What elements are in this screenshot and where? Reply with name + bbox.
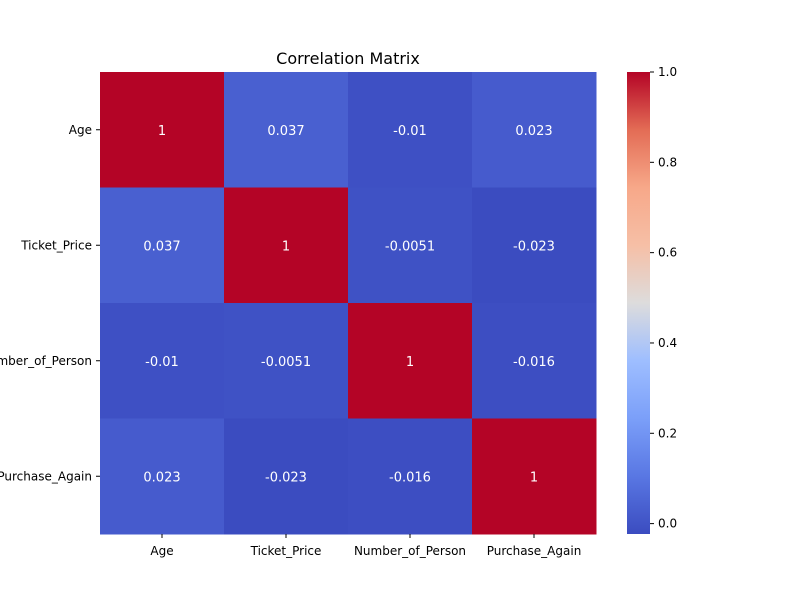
cell-value-label: 0.037	[143, 239, 180, 254]
row-tick-label: Ticket_Price	[20, 238, 92, 252]
heatmap-cell	[100, 418, 225, 535]
colorbar-tick-label: 0.4	[658, 336, 677, 350]
colorbar: 0.0 0.2 0.4 0.6 0.8 1.0	[627, 65, 677, 534]
heatmap-cell	[224, 187, 349, 304]
column-tick-label: Purchase_Again	[487, 544, 582, 558]
heatmap-cell	[472, 72, 597, 188]
colorbar-tick-label: 0.6	[658, 246, 677, 260]
heatmap-cell	[472, 418, 597, 535]
cell-value-label: -0.023	[265, 470, 307, 485]
heatmap-cell	[100, 303, 225, 419]
cell-value-label: -0.016	[513, 355, 555, 370]
cell-value-label: 0.037	[267, 124, 304, 139]
colorbar-tick-label: 1.0	[658, 65, 677, 79]
row-tick-label: Number_of_Person	[0, 354, 92, 368]
cell-value-label: 0.023	[143, 470, 180, 485]
cell-value-label: 0.023	[515, 124, 552, 139]
heatmap-cell	[348, 72, 473, 188]
cell-value-label: -0.016	[389, 470, 431, 485]
row-tick-label: Purchase_Again	[0, 469, 92, 483]
colorbar-gradient	[627, 72, 650, 534]
column-tick-labels: Age Ticket_Price Number_of_Person Purchase_…	[150, 534, 581, 558]
colorbar-tick-label: 0.2	[658, 426, 677, 440]
heatmap-cell	[224, 72, 349, 188]
cell-value-label: 1	[158, 124, 166, 139]
heatmap-cell	[100, 187, 225, 304]
cell-value-label: 1	[530, 470, 538, 485]
column-tick-label: Ticket_Price	[250, 544, 322, 558]
cell-value-label: 1	[406, 355, 414, 370]
column-tick-label: Number_of_Person	[354, 544, 466, 558]
colorbar-tick-label: 0.8	[658, 155, 677, 169]
cell-value-label: -0.01	[145, 355, 179, 370]
heatmap-cell	[348, 303, 473, 419]
heatmap-cell	[472, 303, 597, 419]
heatmap-cells: 1 0.037 -0.01 0.023 0.037 1 -0.0051 -0.023 -0.01…	[100, 72, 597, 535]
heatmap-cell	[472, 187, 597, 304]
row-tick-label: Age	[69, 123, 92, 137]
cell-value-label: -0.01	[393, 124, 427, 139]
cell-value-label: -0.0051	[261, 355, 311, 370]
colorbar-tick-label: 0.0	[658, 517, 677, 531]
heatmap-cell	[100, 72, 225, 188]
cell-value-label: 1	[282, 239, 290, 254]
column-tick-label: Age	[150, 544, 173, 558]
heatmap-cell	[224, 418, 349, 535]
heatmap-cell	[224, 303, 349, 419]
row-tick-labels: Age Ticket_Price Number_of_Person Purchase_…	[0, 123, 100, 483]
cell-value-label: -0.0051	[385, 239, 435, 254]
heatmap-cell	[348, 418, 473, 535]
heatmap-cell	[348, 187, 473, 304]
chart-title: Correlation Matrix	[276, 49, 420, 68]
cell-value-label: -0.023	[513, 239, 555, 254]
